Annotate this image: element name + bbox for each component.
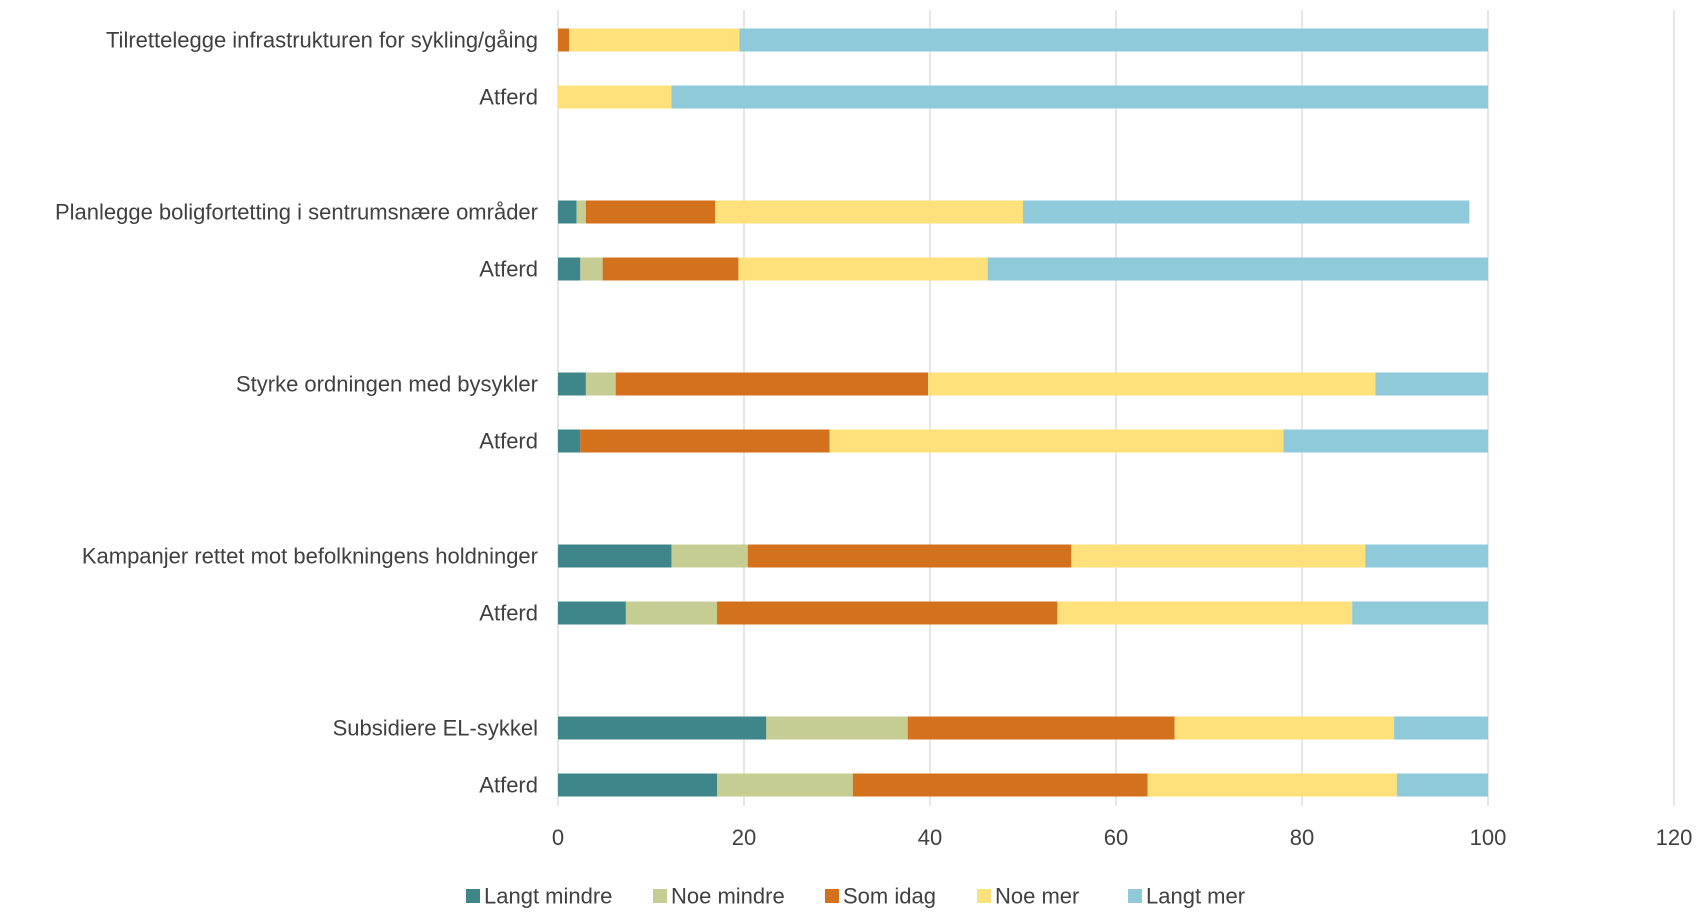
bar-segment bbox=[615, 372, 929, 396]
bar-segment bbox=[739, 28, 1488, 52]
bar-segment bbox=[1394, 716, 1488, 740]
bar-segment bbox=[766, 716, 908, 740]
x-tick-label: 40 bbox=[918, 825, 942, 850]
category-label: Atferd bbox=[479, 601, 538, 626]
gridlines bbox=[557, 10, 1675, 806]
bar-segment bbox=[1174, 716, 1395, 740]
bar-segment bbox=[576, 200, 586, 224]
bar-segment bbox=[580, 257, 603, 281]
bar-segment bbox=[558, 85, 672, 109]
legend: Langt mindre Noe mindre Som idag Noe mer Lan… bbox=[466, 884, 1245, 909]
category-label: Styrke ordningen med bysykler bbox=[236, 372, 538, 397]
bar-segment bbox=[987, 257, 1488, 281]
x-tick-label: 20 bbox=[732, 825, 756, 850]
category-label: Kampanjer rettet mot befolkningens holdn… bbox=[82, 544, 538, 569]
x-tick-label: 100 bbox=[1470, 825, 1507, 850]
bar-segment bbox=[671, 85, 1488, 109]
bar-segment bbox=[558, 773, 718, 797]
legend-swatch bbox=[977, 889, 991, 903]
bar-segment bbox=[625, 601, 718, 625]
bar-segment bbox=[1365, 544, 1488, 568]
legend-swatch bbox=[466, 889, 480, 903]
x-tick-label: 0 bbox=[552, 825, 564, 850]
x-tick-label: 60 bbox=[1104, 825, 1128, 850]
bar-segment bbox=[558, 429, 581, 453]
legend-swatch bbox=[1128, 889, 1142, 903]
bar-segment bbox=[717, 601, 1058, 625]
bar-segment bbox=[558, 601, 626, 625]
category-label: Tilrettelegge infrastrukturen for syklin… bbox=[106, 28, 538, 53]
category-label: Subsidiere EL-sykkel bbox=[333, 716, 538, 741]
bar-segment bbox=[715, 200, 1023, 224]
category-label: Planlegge boligfortetting i sentrumsnære… bbox=[55, 200, 538, 225]
category-label: Atferd bbox=[479, 429, 538, 454]
bar-segment bbox=[928, 372, 1376, 396]
bar-segment bbox=[1396, 773, 1488, 797]
bar-segment bbox=[738, 257, 988, 281]
x-tick-label: 120 bbox=[1656, 825, 1693, 850]
category-label: Atferd bbox=[479, 85, 538, 110]
bar-segment bbox=[1023, 200, 1470, 224]
bar-segment bbox=[1147, 773, 1397, 797]
bar-segment bbox=[558, 257, 581, 281]
bar-segment bbox=[747, 544, 1072, 568]
legend-swatch bbox=[825, 889, 839, 903]
bar-segment bbox=[1057, 601, 1353, 625]
legend-label: Noe mindre bbox=[671, 884, 785, 909]
legend-label: Som idag bbox=[843, 884, 936, 909]
bar-segment bbox=[852, 773, 1148, 797]
bar-segment bbox=[1283, 429, 1488, 453]
category-label: Atferd bbox=[479, 257, 538, 282]
bar-segment bbox=[558, 716, 767, 740]
legend-label: Langt mindre bbox=[484, 884, 612, 909]
legend-label: Langt mer bbox=[1146, 884, 1245, 909]
bar-segment bbox=[671, 544, 748, 568]
x-axis-tick-labels: 0 20 40 60 80 100 120 bbox=[552, 825, 1692, 850]
bar-segment bbox=[1352, 601, 1488, 625]
bar-segment bbox=[558, 200, 577, 224]
bar-segment bbox=[1071, 544, 1366, 568]
bar-segment bbox=[558, 372, 586, 396]
bar-segment bbox=[585, 200, 716, 224]
x-tick-label: 80 bbox=[1290, 825, 1314, 850]
bar-segment bbox=[907, 716, 1175, 740]
bar-segment bbox=[558, 28, 570, 52]
bar-segment bbox=[829, 429, 1284, 453]
bar-segment bbox=[1375, 372, 1488, 396]
category-label: Atferd bbox=[479, 773, 538, 798]
category-labels: Tilrettelegge infrastrukturen for syklin… bbox=[55, 28, 538, 798]
bars bbox=[558, 28, 1488, 797]
bar-segment bbox=[569, 28, 740, 52]
bar-segment bbox=[717, 773, 853, 797]
bar-segment bbox=[602, 257, 739, 281]
bar-segment bbox=[558, 544, 672, 568]
legend-label: Noe mer bbox=[995, 884, 1079, 909]
legend-swatch bbox=[653, 889, 667, 903]
bar-segment bbox=[585, 372, 616, 396]
bar-segment bbox=[580, 429, 830, 453]
